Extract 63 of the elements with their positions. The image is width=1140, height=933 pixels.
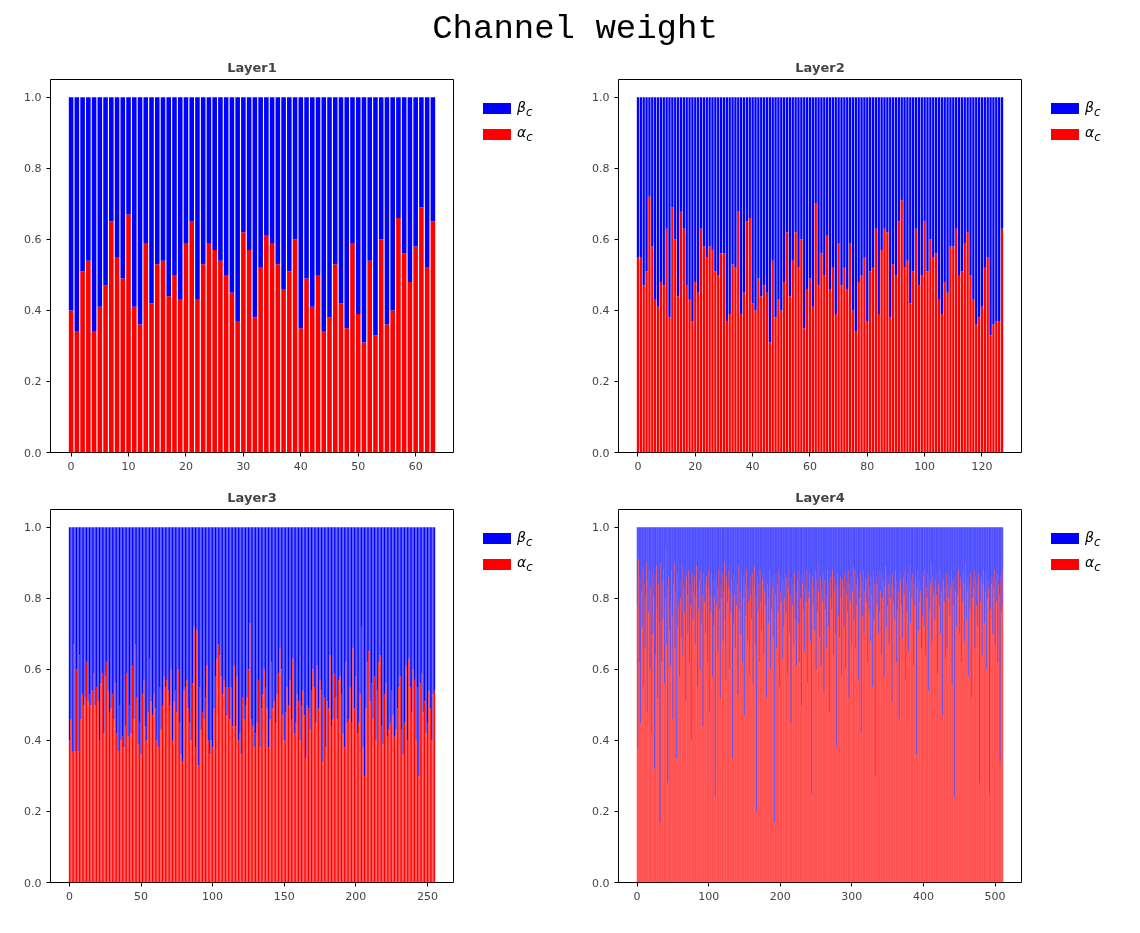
y-tick-label: 0.8 — [24, 162, 42, 176]
chart-title: Layer2 — [795, 59, 845, 75]
x-tick-label: 20 — [178, 459, 193, 473]
y-tick-label: 0.2 — [24, 375, 42, 389]
text: Channel weight — [431, 9, 719, 50]
y-tick-label: 0.4 — [24, 304, 42, 318]
x-tick-label: 60 — [802, 459, 817, 473]
y-tick-label: 1.0 — [24, 91, 42, 105]
legend-label: α$_{c}$ — [517, 554, 533, 575]
x-tick-label: 0 — [634, 459, 642, 473]
y-tick-label: 0.8 — [24, 592, 42, 606]
y-tick-label: 0.6 — [592, 663, 610, 677]
y-tick-label: 1.0 — [592, 91, 610, 105]
legend-label: α$_{c}$ — [1085, 124, 1101, 145]
y-tick-label: 0.4 — [592, 734, 610, 748]
y-tick-label: 0.0 — [24, 446, 42, 460]
x-tick-label: 200 — [769, 889, 791, 903]
x-tick-label: 60 — [408, 459, 423, 473]
y-tick-label: 0.6 — [592, 233, 610, 247]
x-tick-label: 200 — [345, 889, 367, 903]
y-tick-label: 1.0 — [24, 521, 42, 535]
y-tick-label: 0.6 — [24, 663, 42, 677]
x-tick-label: 40 — [293, 459, 308, 473]
x-tick-label: 0 — [633, 889, 641, 903]
x-tick-label: 100 — [914, 459, 936, 473]
x-tick-label: 250 — [416, 889, 438, 903]
x-tick-label: 300 — [841, 889, 863, 903]
x-tick-label: 400 — [912, 889, 934, 903]
x-tick-label: 120 — [971, 459, 993, 473]
chart-title: Layer1 — [227, 59, 277, 75]
legend-label: α$_{c}$ — [1085, 554, 1101, 575]
x-tick-label: 100 — [202, 889, 224, 903]
x-tick-label: 0 — [65, 889, 73, 903]
y-tick-label: 0.0 — [24, 876, 42, 890]
x-tick-label: 30 — [236, 459, 251, 473]
y-tick-label: 0.4 — [24, 734, 42, 748]
y-tick-label: 0.0 — [592, 876, 610, 890]
x-tick-label: 100 — [698, 889, 720, 903]
y-tick-label: 0.6 — [24, 233, 42, 247]
x-tick-label: 500 — [984, 889, 1006, 903]
x-tick-label: 50 — [351, 459, 366, 473]
legend-label: α$_{c}$ — [517, 124, 533, 145]
x-tick-label: 10 — [121, 459, 136, 473]
y-tick-label: 0.8 — [592, 592, 610, 606]
y-tick-label: 0.2 — [592, 375, 610, 389]
y-tick-label: 0.8 — [592, 162, 610, 176]
legend-label: β$_{c}$ — [1085, 529, 1101, 549]
x-tick-label: 0 — [67, 459, 75, 473]
x-tick-label: 20 — [688, 459, 703, 473]
y-tick-label: 1.0 — [592, 521, 610, 535]
legend-label: β$_{c}$ — [1085, 99, 1101, 119]
chart-title: Layer3 — [227, 489, 277, 505]
legend-label: β$_{c}$ — [517, 529, 533, 549]
x-tick-label: 150 — [273, 889, 295, 903]
legend-label: β$_{c}$ — [517, 99, 533, 119]
chart-title: Layer4 — [795, 489, 845, 505]
x-tick-label: 50 — [134, 889, 148, 903]
x-tick-label: 40 — [745, 459, 760, 473]
x-tick-label: 80 — [860, 459, 875, 473]
y-tick-label: 0.0 — [592, 446, 610, 460]
y-tick-label: 0.4 — [592, 304, 610, 318]
y-tick-label: 0.2 — [592, 805, 610, 819]
y-tick-label: 0.2 — [24, 805, 42, 819]
